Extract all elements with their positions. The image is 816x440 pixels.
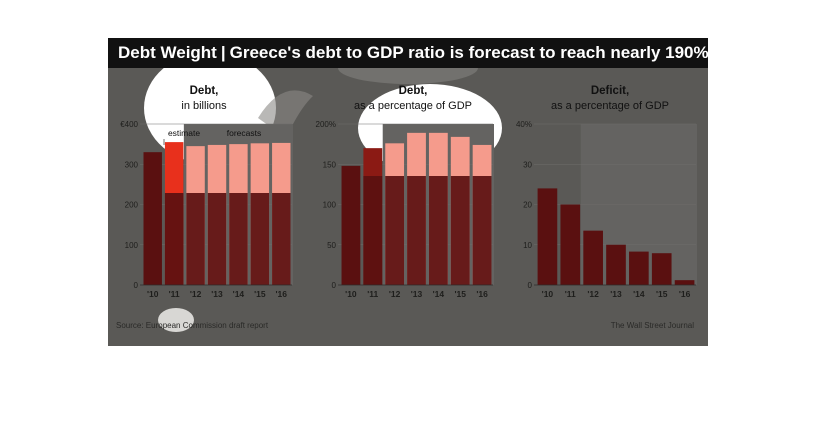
y-tick-label: 0 (134, 281, 139, 290)
panel-title: Debt, (399, 85, 428, 97)
x-tick-label: '10 (345, 289, 357, 299)
y-tick-label: 100 (323, 201, 337, 210)
y-tick-label: 150 (323, 160, 337, 169)
x-tick-label: '10 (542, 289, 554, 299)
bar-base (164, 193, 184, 285)
panel-subtitle: in billions (181, 100, 227, 112)
credit-note: The Wall Street Journal (610, 321, 694, 330)
y-tick-label: 0 (528, 281, 533, 290)
chart-figure: 0 100 200 300 €400'10'11'12'13'14'15'16 Debt,… (108, 38, 708, 346)
annotation-forecasts: forecasts (227, 128, 262, 138)
chart-title: Debt Weight (118, 43, 217, 62)
y-tick-label: 200 (125, 201, 139, 210)
x-tick-label: '15 (454, 289, 466, 299)
bar (629, 251, 649, 285)
x-tick-label: '13 (411, 289, 423, 299)
bar-base (272, 193, 291, 285)
chart-panel-3: 0 10 20 30 40% '10 '11 '12 '13 '14 '15 '16 Deficit, a… (516, 85, 697, 299)
x-tick-label: '10 (147, 289, 159, 299)
y-tick-label: 50 (327, 241, 336, 250)
chart-panel-2: 0 50 100 150 200% '10 '11 '12 '13 '14 '15 '16 Debt, a… (316, 85, 494, 299)
chart-panel-1: 0 100 200 300 €400 '10 '11 '12 '13 '14 '15 '16 Debt,… (120, 85, 293, 299)
x-tick-label: '11 (169, 289, 180, 299)
x-tick-label: '13 (211, 289, 223, 299)
y-tick-label: €400 (120, 120, 138, 129)
x-tick-label: '14 (633, 289, 645, 299)
highlight-blob (158, 308, 194, 332)
bar-base (407, 176, 426, 285)
x-tick-label: '11 (565, 289, 576, 299)
bar-base (450, 176, 470, 285)
charts-canvas: 0100200300€400'10'11'12'13'14'15'16Debt,… (120, 52, 697, 332)
y-tick-label: 10 (523, 241, 532, 250)
bar (537, 188, 558, 285)
bar (674, 280, 695, 285)
y-tick-label: 200% (316, 120, 336, 129)
panel-title: Debt, (190, 85, 219, 97)
x-tick-label: '14 (433, 289, 445, 299)
y-tick-label: 300 (125, 160, 139, 169)
y-tick-label: 0 (332, 281, 337, 290)
bar (560, 204, 581, 285)
bar-base (186, 193, 205, 285)
bar-base (250, 193, 270, 285)
title-separator: | (220, 43, 226, 62)
bar-base (229, 193, 248, 285)
x-tick-label: '12 (190, 289, 202, 299)
x-tick-label: '14 (233, 289, 245, 299)
bar-base (428, 176, 448, 285)
bar-base (385, 176, 405, 285)
source-note: Source: European Commission draft report (116, 321, 269, 330)
bar-base (363, 176, 383, 285)
x-tick-label: '16 (679, 289, 691, 299)
bar (606, 244, 626, 285)
bar (583, 230, 603, 285)
bar (341, 165, 361, 285)
annotation-estimate: estimate (168, 128, 200, 138)
panel-subtitle: as a percentage of GDP (551, 100, 669, 112)
bar-base (207, 193, 227, 285)
y-tick-label: 40% (516, 120, 532, 129)
y-tick-label: 30 (523, 160, 532, 169)
x-tick-label: '15 (254, 289, 266, 299)
panel-title: Deficit, (591, 85, 629, 97)
x-tick-label: '12 (389, 289, 401, 299)
bar (143, 152, 162, 285)
y-tick-label: 20 (523, 201, 532, 210)
x-tick-label: '13 (610, 289, 622, 299)
x-tick-label: '16 (476, 289, 488, 299)
title-bar: Debt Weight | Greece's debt to GDP ratio i… (108, 38, 708, 68)
y-tick-label: 100 (125, 241, 139, 250)
x-tick-label: '11 (367, 289, 378, 299)
bar (651, 253, 672, 285)
panel-subtitle: as a percentage of GDP (354, 100, 472, 112)
chart-subtitle: Greece's debt to GDP ratio is forecast t… (229, 43, 708, 62)
x-tick-label: '16 (276, 289, 288, 299)
bar-base (472, 176, 492, 285)
x-tick-label: '12 (587, 289, 599, 299)
x-tick-label: '15 (656, 289, 668, 299)
